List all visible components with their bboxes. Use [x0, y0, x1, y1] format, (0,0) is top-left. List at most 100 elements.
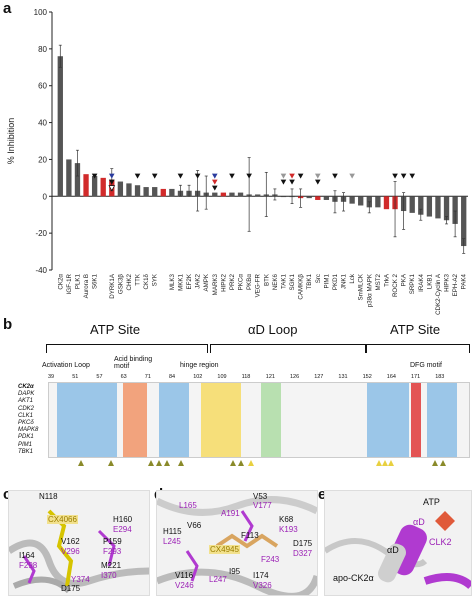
residue-marker-row: [48, 458, 468, 470]
bar-2: [74, 163, 81, 197]
structure-d-ribbon: [157, 496, 317, 595]
residue-c-1: N118: [39, 492, 58, 501]
residue-c-14: D175: [61, 584, 81, 593]
label-e-clk2: CLK2: [429, 537, 452, 547]
label-e-apo-ck2: apo-CK2α: [333, 573, 374, 583]
x-tick-label-8: CHK2: [126, 273, 133, 290]
structure-panel-e: ATP αD CLK2 αD apo-CK2α: [324, 490, 472, 596]
residue-number-7: 109: [217, 374, 227, 380]
residue-c-11: M221: [101, 561, 122, 570]
x-tick-label-7: GSK3β: [117, 274, 124, 295]
residue-d-3: L165: [179, 501, 197, 510]
section-atp-left: ATP Site: [90, 322, 141, 337]
bar-31: [323, 196, 330, 200]
y-tick-label-4: 40: [38, 119, 47, 128]
triangle-marker-15-0: [392, 173, 398, 179]
kinase-name-1: DAPK: [18, 391, 35, 398]
bar-30: [315, 196, 321, 200]
x-tick-label-1: IGF-1R: [66, 273, 73, 294]
residue-d-19: F243: [261, 555, 280, 564]
bar-23: [255, 194, 261, 197]
alignment-triangle-1: [108, 460, 114, 466]
x-tick-label-47: PAK4: [461, 273, 468, 289]
label-acid-binding: Acid binding motif: [114, 356, 153, 370]
triangle-marker-10-1: [289, 179, 295, 185]
residue-number-8: 118: [241, 374, 251, 380]
residue-number-13: 152: [362, 374, 372, 380]
residue-number-0: 39: [48, 374, 55, 380]
bar-8: [126, 183, 132, 197]
residue-number-11: 127: [314, 374, 324, 380]
x-tick-label-14: MKK1: [177, 273, 184, 290]
bracket-ad-loop: [210, 344, 366, 353]
bar-41: [409, 196, 415, 213]
residue-d-9: D327: [293, 549, 313, 558]
alignment-triangle-6: [230, 460, 236, 466]
x-tick-label-27: SGK1: [289, 273, 296, 290]
bar-12: [160, 188, 166, 197]
structure-panel-c: N118 CX4066 H160 E294 V162 P159 F293 I16…: [8, 490, 150, 596]
bar-0: [57, 56, 63, 197]
residue-number-6: 102: [193, 374, 203, 380]
x-tick-label-42: IRAK4: [418, 273, 425, 291]
kinase-name-7: PDK1: [18, 434, 34, 441]
x-tick-label-0: CK2α: [57, 274, 64, 290]
x-tick-label-2: PLK1: [74, 273, 81, 289]
x-tick-label-23: VEG-FR: [255, 273, 262, 297]
structure-panel-d: V53 V177 L165 K68 K193 V66 F113 D175 D32…: [156, 490, 318, 596]
label-dfg-motif: DFG motif: [410, 362, 442, 369]
y-tick-label-7: 100: [34, 8, 48, 17]
alignment-triangle-8: [248, 460, 254, 466]
bar-20: [229, 192, 235, 197]
x-tick-label-46: EPH-A2: [452, 273, 459, 296]
triangle-marker-3-0: [151, 173, 158, 179]
residue-c-13: Y374: [71, 575, 90, 584]
triangle-marker-16-0: [400, 173, 407, 179]
bar-43: [426, 196, 433, 217]
x-tick-label-39: ROCK 2: [392, 273, 399, 297]
section-ad-loop: αD Loop: [248, 322, 298, 337]
x-tick-label-22: PKBα: [246, 274, 253, 290]
label-e-ad-ck2: αD: [387, 545, 399, 555]
kinase-name-9: TBK1: [18, 448, 34, 455]
residue-d-12: H115: [163, 527, 182, 536]
kinase-name-4: CLK1: [18, 412, 34, 419]
x-tick-label-44: CDK2-Cyclin A: [435, 273, 442, 315]
bar-10: [143, 187, 149, 197]
triangle-marker-13-0: [332, 173, 338, 179]
section-atp-right: ATP Site: [390, 322, 441, 337]
y-axis-title: % Inhibition: [6, 118, 16, 165]
x-tick-label-18: MARK3: [212, 273, 219, 295]
bar-9: [134, 185, 141, 197]
residue-d-8: D175: [293, 539, 313, 548]
residue-c-6: P159: [103, 537, 122, 546]
residue-d-16: L247: [209, 575, 227, 584]
triangle-marker-0-0: [91, 173, 98, 179]
label-hinge-region: hinge region: [180, 362, 219, 369]
alignment-triangle-9: [376, 460, 382, 466]
residue-number-4: 71: [144, 374, 151, 380]
bar-11: [152, 187, 158, 197]
bar-26: [280, 196, 287, 198]
kinase-name-0: CK2α: [18, 384, 34, 390]
triangle-marker-2-0: [134, 173, 141, 179]
alignment-triangle-4: [164, 460, 170, 466]
triangle-marker-5-0: [194, 173, 201, 179]
triangle-marker-6-0: [211, 173, 218, 179]
bar-37: [375, 196, 381, 208]
alignment-triangle-7: [238, 460, 244, 466]
residue-number-3: 63: [120, 374, 127, 380]
residue-number-12: 131: [338, 374, 348, 380]
triangle-marker-7-0: [229, 173, 235, 179]
residue-d-5: K193: [279, 525, 298, 534]
bar-42: [418, 196, 424, 215]
x-tick-label-21: PKCα: [238, 274, 245, 291]
residue-number-2: 57: [96, 374, 103, 380]
residue-d-17: I174: [253, 571, 269, 580]
x-tick-label-31: PIM1: [323, 273, 330, 288]
alignment-triangle-13: [440, 460, 446, 466]
residue-d-11: CX4945: [209, 545, 240, 554]
x-tick-label-32: PKD1: [332, 273, 339, 290]
residue-d-13: V116: [175, 571, 194, 580]
residue-number-9: 121: [265, 374, 275, 380]
